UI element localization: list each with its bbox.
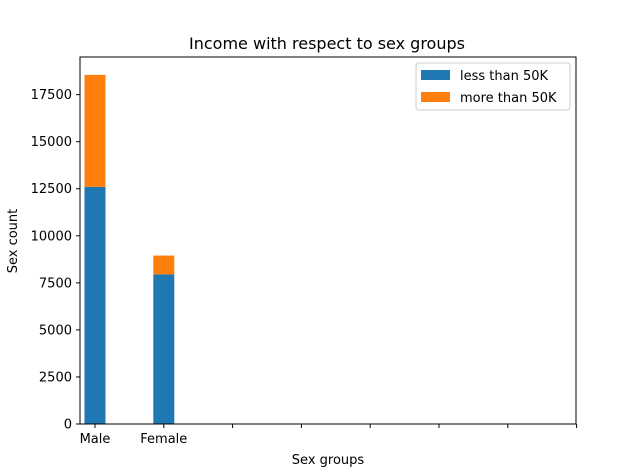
y-tick-label-6: 15000: [31, 135, 72, 150]
bar-less-than-50k-1: [153, 274, 175, 424]
legend-swatch-1: [421, 92, 450, 102]
y-tick-label-2: 5000: [39, 323, 72, 338]
legend-box: [415, 62, 571, 111]
y-axis-label: Sex count: [6, 209, 21, 274]
y-tick-label-0: 0: [64, 418, 72, 433]
y-axis: 0 2500 5000 7500 10000 12500 15000 17500: [31, 88, 80, 433]
legend: less than 50K more than 50K: [415, 62, 571, 111]
bars-layer: [84, 74, 175, 424]
y-tick-label-7: 17500: [31, 88, 72, 103]
bar-more-than-50k-1: [153, 255, 175, 275]
y-tick-label-4: 10000: [31, 229, 72, 244]
y-tick-label-5: 12500: [31, 182, 72, 197]
x-axis-label: Sex groups: [292, 453, 365, 468]
x-axis: Male Female: [80, 424, 578, 447]
legend-swatch-0: [421, 70, 450, 80]
chart-title: Income with respect to sex groups: [189, 34, 465, 53]
y-tick-label-3: 7500: [39, 276, 72, 291]
bar-less-than-50k-0: [84, 186, 106, 424]
x-tick-label-0: Male: [80, 432, 111, 447]
legend-label-1: more than 50K: [460, 91, 557, 106]
y-tick-label-1: 2500: [39, 370, 72, 385]
legend-label-0: less than 50K: [460, 69, 549, 84]
x-tick-label-1: Female: [140, 432, 187, 447]
bar-more-than-50k-0: [84, 74, 106, 187]
plot-frame: [79, 56, 577, 425]
